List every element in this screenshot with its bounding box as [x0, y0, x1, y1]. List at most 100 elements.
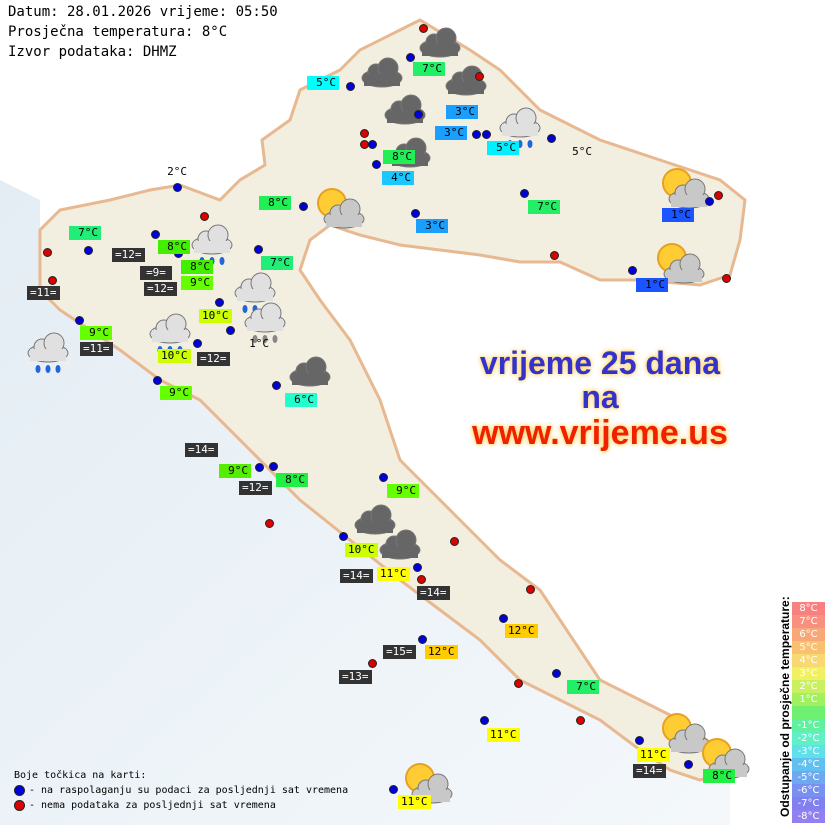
station-dot-available[interactable]: [84, 246, 93, 255]
station-dot-unavailable[interactable]: [48, 276, 57, 285]
station-dot-unavailable[interactable]: [576, 716, 585, 725]
sea-temperature-label: =12=: [144, 282, 177, 296]
weather-cloud-icon: [361, 57, 403, 88]
deviation-step: 3°C: [792, 667, 825, 680]
station-dot-available[interactable]: [499, 614, 508, 623]
station-dot-available[interactable]: [151, 230, 160, 239]
sea-temperature-label: =14=: [340, 569, 373, 583]
temperature-label: 11°C: [487, 728, 520, 742]
station-dot-available[interactable]: [215, 298, 224, 307]
blue-dot-icon: [14, 784, 25, 796]
station-dot-available[interactable]: [299, 202, 308, 211]
station-dot-unavailable[interactable]: [200, 212, 209, 221]
station-dot-available[interactable]: [368, 140, 377, 149]
temperature-label: 5°C: [572, 145, 592, 158]
weather-cloud-icon: [289, 356, 331, 387]
weather-cloud-icon: [419, 27, 461, 58]
station-dot-available[interactable]: [339, 532, 348, 541]
station-dot-unavailable[interactable]: [360, 140, 369, 149]
temperature-label: 4°C: [382, 171, 414, 185]
weather-cloud-icon: [354, 504, 396, 535]
station-dot-unavailable[interactable]: [368, 659, 377, 668]
sea-temperature-label: =11=: [80, 342, 113, 356]
temperature-label: 8°C: [181, 260, 213, 274]
station-dot-available[interactable]: [406, 53, 415, 62]
station-dot-unavailable[interactable]: [360, 129, 369, 138]
station-dot-available[interactable]: [418, 635, 427, 644]
station-dot-available[interactable]: [254, 245, 263, 254]
station-dot-available[interactable]: [346, 82, 355, 91]
station-dot-unavailable[interactable]: [450, 537, 459, 546]
temperature-label: 3°C: [416, 219, 448, 233]
temperature-label: 8°C: [383, 150, 415, 164]
station-dot-available[interactable]: [413, 563, 422, 572]
temperature-label: 10°C: [199, 309, 232, 323]
station-dot-unavailable[interactable]: [417, 575, 426, 584]
temperature-label: 8°C: [703, 769, 735, 783]
temperature-label: 1°C: [662, 208, 694, 222]
deviation-scale: 8°C 7°C 6°C 5°C 4°C 3°C 2°C 1°C -1°C -2°C -3°C -4°C…: [792, 602, 825, 823]
station-dot-unavailable[interactable]: [714, 191, 723, 200]
data-source-line: Izvor podataka: DHMZ: [8, 44, 177, 60]
ad-line-1[interactable]: vrijeme 25 dana: [479, 345, 721, 381]
sea-area: [0, 180, 730, 825]
station-dot-available[interactable]: [547, 134, 556, 143]
station-dot-available[interactable]: [482, 130, 491, 139]
temperature-label: 8°C: [158, 240, 190, 254]
station-dot-available[interactable]: [75, 316, 84, 325]
deviation-step: 5°C: [792, 641, 825, 654]
station-dot-unavailable[interactable]: [526, 585, 535, 594]
ad-link[interactable]: www.vrijeme.us: [472, 414, 728, 452]
station-dot-unavailable[interactable]: [550, 251, 559, 260]
station-dot-available[interactable]: [269, 462, 278, 471]
station-dot-unavailable[interactable]: [722, 274, 731, 283]
deviation-scale-title: Odstupanje od prosječne temperature:: [778, 596, 792, 817]
station-dot-available[interactable]: [520, 189, 529, 198]
station-dot-available[interactable]: [379, 473, 388, 482]
deviation-step: 8°C: [792, 602, 825, 615]
station-dot-available[interactable]: [552, 669, 561, 678]
station-dot-unavailable[interactable]: [475, 72, 484, 81]
station-dot-available[interactable]: [705, 197, 714, 206]
weather-cloud-rain-icon: [191, 224, 233, 265]
deviation-step: -6°C: [792, 784, 825, 797]
station-dot-available[interactable]: [389, 785, 398, 794]
temperature-label: 9°C: [181, 276, 213, 290]
station-dot-available[interactable]: [153, 376, 162, 385]
station-dot-unavailable[interactable]: [419, 24, 428, 33]
deviation-step: 7°C: [792, 615, 825, 628]
legend-unavailable: - nema podataka za posljednji sat vremen…: [14, 798, 348, 813]
temperature-label: 11°C: [398, 795, 431, 809]
station-dot-available[interactable]: [472, 130, 481, 139]
station-dot-unavailable[interactable]: [265, 519, 274, 528]
station-dot-available[interactable]: [372, 160, 381, 169]
ad-line-2[interactable]: na: [581, 379, 619, 415]
station-dot-available[interactable]: [272, 381, 281, 390]
temperature-label: 9°C: [219, 464, 251, 478]
sea-temperature-label: =13=: [339, 670, 372, 684]
temperature-label: 11°C: [637, 748, 670, 762]
station-dot-available[interactable]: [193, 339, 202, 348]
station-dot-available[interactable]: [255, 463, 264, 472]
station-dot-available[interactable]: [635, 736, 644, 745]
sea-temperature-label: =14=: [185, 443, 218, 457]
station-dot-available[interactable]: [628, 266, 637, 275]
sea-temperature-label: =12=: [112, 248, 145, 262]
sea-temperature-label: =14=: [417, 586, 450, 600]
legend-available-text: - na raspolaganju su podaci za posljednj…: [29, 785, 349, 796]
temperature-label: 10°C: [158, 349, 191, 363]
station-dot-available[interactable]: [414, 110, 423, 119]
weather-sun-cloud-icon: [662, 713, 710, 754]
station-dot-unavailable[interactable]: [514, 679, 523, 688]
station-dot-available[interactable]: [480, 716, 489, 725]
station-dot-available[interactable]: [411, 209, 420, 218]
sea-temperature-label: =12=: [239, 481, 272, 495]
legend-title: Boje točkica na karti:: [14, 770, 147, 781]
deviation-step: -1°C: [792, 719, 825, 732]
station-dot-unavailable[interactable]: [43, 248, 52, 257]
station-dot-available[interactable]: [173, 183, 182, 192]
temperature-label: 6°C: [285, 393, 317, 407]
station-dot-available[interactable]: [226, 326, 235, 335]
station-dot-available[interactable]: [684, 760, 693, 769]
